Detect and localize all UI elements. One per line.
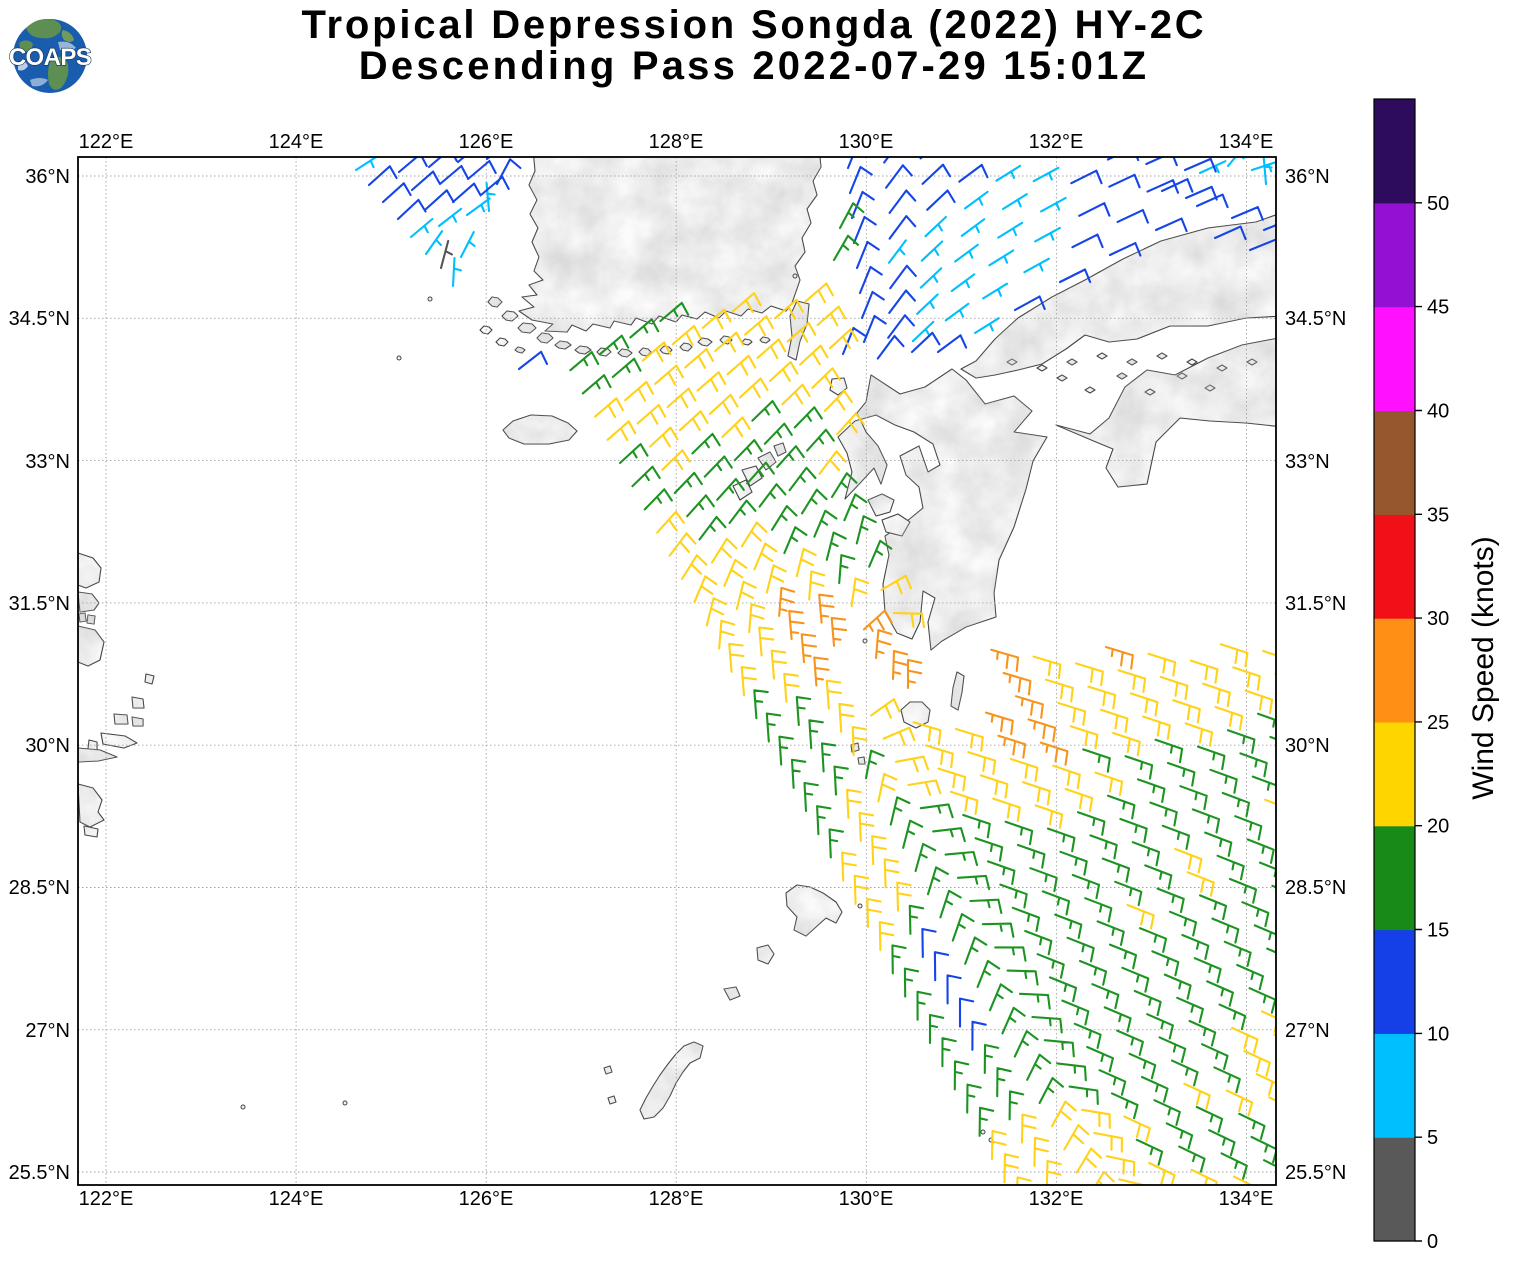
svg-text:0: 0 [1427,1231,1438,1253]
svg-text:25.5°N: 25.5°N [1285,1162,1346,1184]
svg-text:34.5°N: 34.5°N [1285,308,1346,330]
svg-text:34.5°N: 34.5°N [9,308,70,330]
svg-text:Tropical Depression Songda (20: Tropical Depression Songda (2022) HY-2C [302,3,1207,47]
svg-text:132°E: 132°E [1029,1188,1084,1210]
svg-text:126°E: 126°E [459,1188,514,1210]
svg-text:25: 25 [1427,712,1449,734]
svg-text:128°E: 128°E [649,131,704,153]
svg-text:30: 30 [1427,608,1449,630]
svg-text:20: 20 [1427,816,1449,838]
svg-text:25.5°N: 25.5°N [9,1162,70,1184]
svg-text:36°N: 36°N [1285,166,1330,188]
svg-text:33°N: 33°N [1285,451,1330,473]
svg-text:31.5°N: 31.5°N [1285,593,1346,615]
svg-text:28.5°N: 28.5°N [1285,877,1346,899]
svg-text:40: 40 [1427,401,1449,423]
svg-text:31.5°N: 31.5°N [9,593,70,615]
svg-text:27°N: 27°N [1285,1020,1330,1042]
svg-text:134°E: 134°E [1219,131,1274,153]
svg-text:45: 45 [1427,297,1449,319]
svg-text:COAPS: COAPS [9,44,92,71]
svg-text:124°E: 124°E [269,1188,324,1210]
svg-text:50: 50 [1427,193,1449,215]
svg-text:128°E: 128°E [649,1188,704,1210]
svg-text:130°E: 130°E [839,1188,894,1210]
svg-text:27°N: 27°N [25,1020,70,1042]
svg-text:30°N: 30°N [1285,735,1330,757]
svg-text:5: 5 [1427,1127,1438,1149]
svg-text:10: 10 [1427,1023,1449,1045]
svg-text:28.5°N: 28.5°N [9,877,70,899]
svg-text:36°N: 36°N [25,166,70,188]
svg-text:132°E: 132°E [1029,131,1084,153]
svg-text:134°E: 134°E [1219,1188,1274,1210]
svg-text:30°N: 30°N [25,735,70,757]
svg-text:122°E: 122°E [79,131,134,153]
svg-text:35: 35 [1427,504,1449,526]
svg-text:15: 15 [1427,920,1449,942]
svg-text:Descending Pass 2022-07-29 15:: Descending Pass 2022-07-29 15:01Z [359,44,1149,88]
svg-text:130°E: 130°E [839,131,894,153]
svg-text:Wind Speed (knots): Wind Speed (knots) [1467,536,1500,799]
svg-text:33°N: 33°N [25,451,70,473]
svg-text:126°E: 126°E [459,131,514,153]
svg-text:124°E: 124°E [269,131,324,153]
svg-text:122°E: 122°E [79,1188,134,1210]
